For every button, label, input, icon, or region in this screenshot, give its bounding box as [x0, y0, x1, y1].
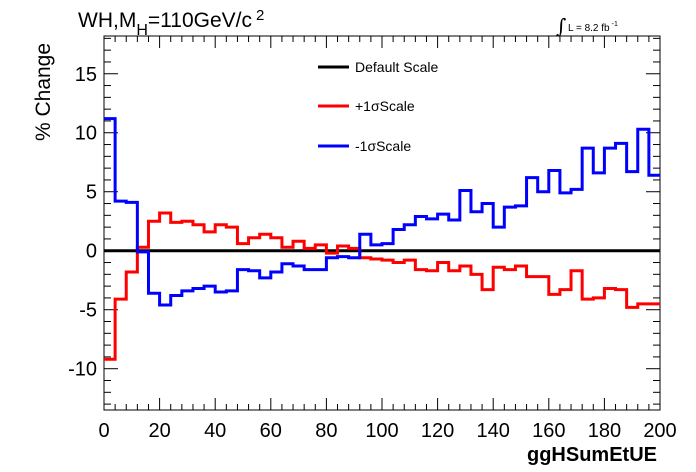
x-tick-label: 60	[260, 420, 282, 442]
y-tick-label: -5	[79, 300, 97, 322]
y-tick-label: 10	[75, 123, 97, 145]
legend-entry-minus1sigma: -1σScale	[318, 138, 411, 154]
x-tick-label: 140	[477, 420, 510, 442]
y-tick-label: 5	[86, 182, 97, 204]
x-tick-label: 20	[148, 420, 170, 442]
x-tick-label: 100	[365, 420, 398, 442]
series-line-1	[104, 211, 660, 361]
legend-entry-plus1sigma: +1σScale	[318, 98, 415, 114]
title-sub: H	[136, 22, 148, 39]
plot-area-border	[103, 35, 661, 411]
series-line-2	[104, 117, 660, 307]
luminosity-text: L = 8.2 fb -1	[568, 21, 618, 34]
series-layer	[104, 117, 660, 361]
chart-title: WH,MH=110GeV/c 2	[78, 7, 264, 39]
axis-ticks	[103, 36, 661, 410]
y-tick-label: -10	[68, 359, 97, 381]
legend-entry-default: Default Scale	[318, 59, 438, 75]
plot-frame	[103, 35, 661, 411]
title-sup: 2	[256, 7, 264, 24]
x-axis-title: ggHSumEtUE	[527, 444, 657, 466]
y-tick-label: 15	[75, 64, 97, 86]
integral-symbol: ∫	[556, 14, 566, 38]
x-tick-label: 0	[98, 420, 109, 442]
legend-label-minus1sigma: -1σScale	[355, 138, 411, 154]
x-tick-label: 200	[643, 420, 676, 442]
x-tick-label: 120	[421, 420, 454, 442]
x-tick-labels: 0 20 40 60 80 100 120 140 160 180 200	[98, 420, 676, 442]
x-tick-label: 160	[532, 420, 565, 442]
legend: Default Scale +1σScale -1σScale	[318, 59, 438, 154]
x-tick-label: 180	[588, 420, 621, 442]
title-main: WH,M	[78, 9, 136, 32]
luminosity-annotation: ∫ L = 8.2 fb -1	[556, 14, 618, 38]
title-rest: =110GeV/c	[148, 9, 252, 32]
x-tick-label: 40	[204, 420, 226, 442]
legend-label-default: Default Scale	[355, 59, 438, 75]
x-tick-label: 80	[315, 420, 337, 442]
luminosity-exponent: -1	[612, 21, 618, 28]
y-axis-title: % Change	[32, 43, 55, 141]
y-tick-label: 0	[86, 241, 97, 263]
luminosity-value: L = 8.2 fb	[568, 23, 610, 34]
y-tick-labels: -10 -5 0 5 10 15	[68, 64, 97, 381]
legend-label-plus1sigma: +1σScale	[355, 98, 415, 114]
